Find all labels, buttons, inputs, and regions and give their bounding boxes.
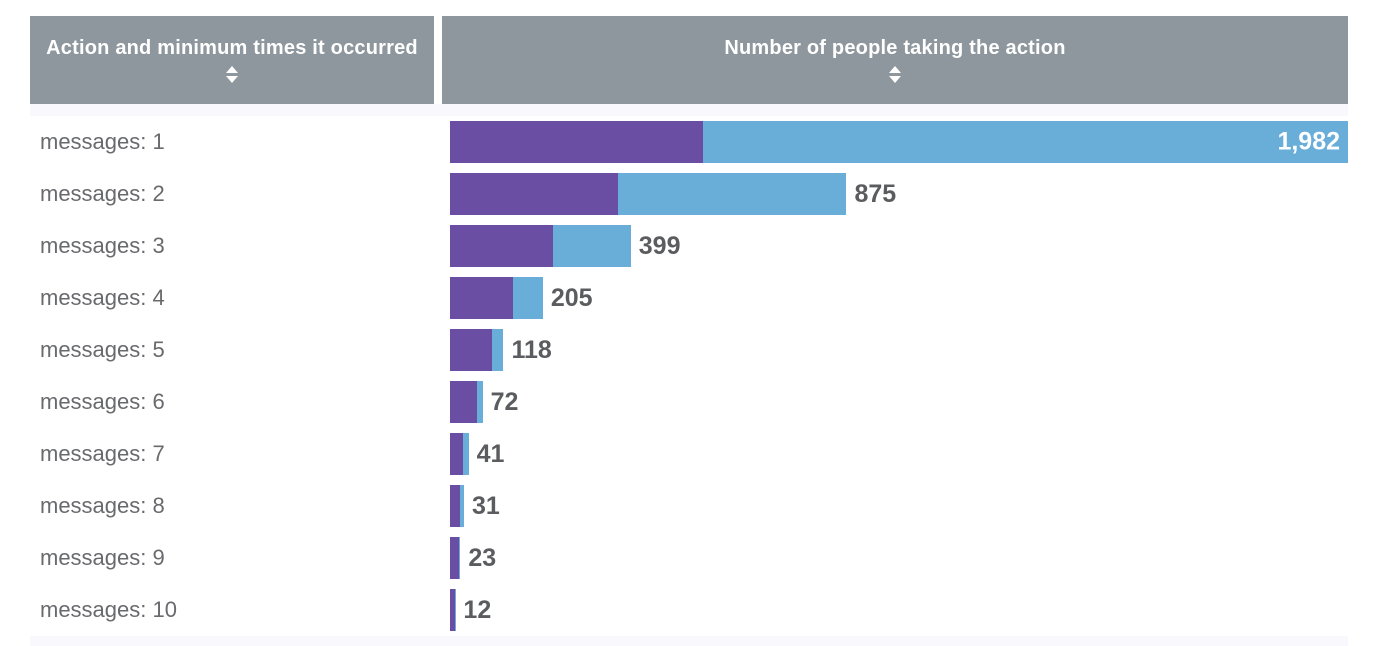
table-row: messages: 3 399: [30, 220, 1348, 272]
table-body: messages: 1 1,982 messages: 2 875 messages: …: [30, 116, 1348, 636]
bar-value: 118: [511, 335, 552, 364]
table-row: messages: 9 23: [30, 532, 1348, 584]
bar-area: 118: [442, 329, 1348, 371]
action-label: messages: 5: [40, 337, 165, 362]
stacked-bar[interactable]: [450, 173, 847, 215]
sort-up-icon: [226, 66, 238, 73]
bar-segment-blue[interactable]: [459, 537, 461, 579]
table-row: messages: 1 1,982: [30, 116, 1348, 168]
action-label: messages: 7: [40, 441, 165, 466]
table-row: messages: 5 118: [30, 324, 1348, 376]
action-label: messages: 10: [40, 597, 177, 622]
bar-area: 41: [442, 433, 1348, 475]
bar-segment-blue[interactable]: [463, 433, 469, 475]
column-header-action-label: Action and minimum times it occurred: [46, 37, 418, 59]
bar-segment-purple[interactable]: [450, 485, 460, 527]
action-label: messages: 8: [40, 493, 165, 518]
table-bottom-stripe: [30, 636, 1348, 646]
bar-segment-blue[interactable]: [454, 589, 456, 631]
action-label: messages: 6: [40, 389, 165, 414]
stacked-bar[interactable]: 1,982: [450, 121, 1348, 163]
stacked-bar[interactable]: [450, 277, 543, 319]
header-bottom-stripe: [30, 104, 1348, 116]
action-label: messages: 3: [40, 233, 165, 258]
stacked-bar[interactable]: [450, 225, 631, 267]
stacked-bar[interactable]: [450, 329, 504, 371]
bar-segment-purple[interactable]: [450, 589, 455, 631]
bar-segment-blue[interactable]: [459, 485, 465, 527]
bar-segment-purple[interactable]: [450, 537, 460, 579]
bar-area: 12: [442, 589, 1348, 631]
bar-segment-blue[interactable]: [552, 225, 631, 267]
bar-area: 875: [442, 173, 1348, 215]
table-row: messages: 10 12: [30, 584, 1348, 636]
bar-segment-purple[interactable]: [450, 381, 478, 423]
bar-area: 399: [442, 225, 1348, 267]
bar-value: 205: [550, 283, 593, 312]
sort-icon[interactable]: [889, 66, 901, 83]
bar-value: 1,982: [1277, 127, 1340, 156]
bar-segment-purple[interactable]: [450, 277, 513, 319]
sort-down-icon: [226, 76, 238, 83]
bar-area: 72: [442, 381, 1348, 423]
bar-segment-blue[interactable]: [477, 381, 483, 423]
table-row: messages: 6 72: [30, 376, 1348, 428]
bar-value: 23: [468, 543, 497, 572]
table-header: Action and minimum times it occurred Num…: [30, 16, 1348, 104]
action-label: messages: 4: [40, 285, 165, 310]
bar-segment-purple[interactable]: [450, 329, 493, 371]
action-label: messages: 9: [40, 545, 165, 570]
bar-value: 31: [472, 491, 500, 520]
bar-segment-purple[interactable]: [450, 121, 703, 163]
bar-segment-purple[interactable]: [450, 433, 464, 475]
bar-area: 23: [442, 537, 1348, 579]
table-row: messages: 7 41: [30, 428, 1348, 480]
bar-value: 875: [854, 179, 897, 208]
bar-value: 12: [463, 595, 492, 624]
bar-value: 72: [490, 387, 519, 416]
bar-area: 205: [442, 277, 1348, 319]
stacked-bar[interactable]: [450, 537, 461, 579]
column-header-action[interactable]: Action and minimum times it occurred: [30, 16, 434, 104]
action-label: messages: 2: [40, 181, 165, 206]
bar-segment-blue[interactable]: [702, 121, 1348, 163]
table-row: messages: 4 205: [30, 272, 1348, 324]
table-row: messages: 2 875: [30, 168, 1348, 220]
table-row: messages: 8 31: [30, 480, 1348, 532]
stacked-bar[interactable]: [450, 433, 469, 475]
sort-down-icon: [889, 76, 901, 83]
stacked-bar[interactable]: [450, 589, 456, 631]
bar-segment-blue[interactable]: [492, 329, 504, 371]
bar-segment-purple[interactable]: [450, 225, 553, 267]
bar-segment-blue[interactable]: [512, 277, 543, 319]
bar-value: 41: [476, 439, 505, 468]
bar-area: 1,982: [442, 121, 1348, 163]
action-label: messages: 1: [40, 129, 165, 154]
column-header-people-label: Number of people taking the action: [724, 37, 1066, 59]
column-header-people[interactable]: Number of people taking the action: [442, 16, 1348, 104]
bar-value: 399: [638, 231, 681, 260]
bar-area: 31: [442, 485, 1348, 527]
sort-up-icon: [889, 66, 901, 73]
bar-segment-purple[interactable]: [450, 173, 619, 215]
sort-icon[interactable]: [226, 66, 238, 83]
bar-segment-blue[interactable]: [618, 173, 847, 215]
stacked-bar[interactable]: [450, 381, 483, 423]
stacked-bar[interactable]: [450, 485, 465, 527]
